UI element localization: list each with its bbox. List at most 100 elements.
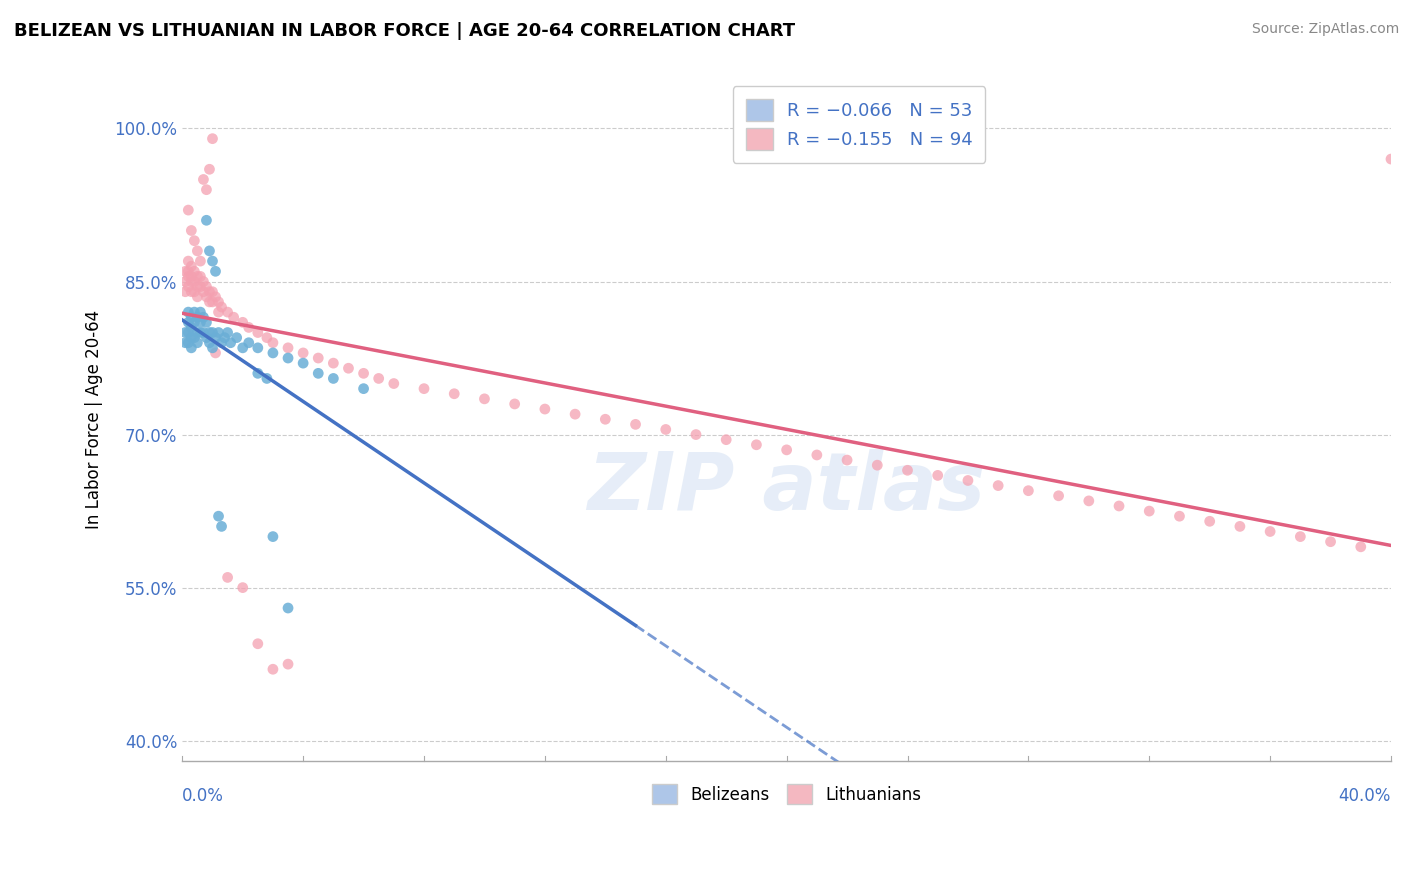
Point	[262, 530, 284, 544]
Point	[262, 335, 284, 350]
Point	[186, 269, 208, 284]
Point	[204, 346, 226, 360]
Point	[353, 367, 375, 381]
Point	[256, 371, 278, 385]
Point	[190, 254, 212, 268]
Point	[195, 315, 218, 329]
Point	[382, 376, 405, 391]
Point	[180, 259, 202, 273]
Point	[193, 172, 215, 186]
Point	[193, 275, 215, 289]
Point	[174, 275, 197, 289]
Point	[534, 402, 557, 417]
Point	[655, 422, 678, 436]
Point	[217, 305, 239, 319]
Point	[337, 361, 360, 376]
Point	[186, 335, 208, 350]
Point	[195, 183, 218, 197]
Point	[217, 570, 239, 584]
Point	[1229, 519, 1251, 533]
Point	[806, 448, 828, 462]
Point	[353, 382, 375, 396]
Point	[201, 326, 224, 340]
Point	[204, 290, 226, 304]
Point	[232, 315, 254, 329]
Point	[201, 341, 224, 355]
Point	[745, 438, 768, 452]
Point	[183, 331, 205, 345]
Point	[177, 254, 200, 268]
Point	[246, 341, 269, 355]
Point	[322, 356, 344, 370]
Point	[186, 310, 208, 325]
Text: 40.0%: 40.0%	[1339, 787, 1391, 805]
Point	[232, 341, 254, 355]
Point	[190, 279, 212, 293]
Point	[183, 275, 205, 289]
Point	[211, 519, 233, 533]
Point	[186, 290, 208, 304]
Point	[201, 294, 224, 309]
Point	[198, 326, 221, 340]
Legend: Belizeans, Lithuanians: Belizeans, Lithuanians	[643, 774, 931, 814]
Point	[204, 264, 226, 278]
Point	[277, 657, 299, 672]
Point	[198, 285, 221, 299]
Point	[474, 392, 496, 406]
Point	[177, 305, 200, 319]
Point	[238, 320, 260, 334]
Point	[177, 279, 200, 293]
Point	[186, 244, 208, 258]
Point	[775, 442, 797, 457]
Point	[214, 331, 236, 345]
Point	[1017, 483, 1039, 498]
Point	[307, 351, 329, 365]
Point	[207, 326, 229, 340]
Point	[174, 326, 197, 340]
Point	[180, 275, 202, 289]
Point	[1047, 489, 1070, 503]
Point	[443, 386, 465, 401]
Point	[292, 356, 315, 370]
Point	[186, 326, 208, 340]
Point	[177, 335, 200, 350]
Point	[1289, 530, 1312, 544]
Point	[177, 269, 200, 284]
Point	[177, 264, 200, 278]
Point	[177, 326, 200, 340]
Point	[177, 315, 200, 329]
Point	[564, 407, 586, 421]
Point	[987, 478, 1010, 492]
Point	[195, 213, 218, 227]
Point	[256, 331, 278, 345]
Point	[180, 331, 202, 345]
Point	[180, 320, 202, 334]
Point	[238, 335, 260, 350]
Point	[956, 474, 979, 488]
Point	[1350, 540, 1372, 554]
Point	[896, 463, 918, 477]
Point	[190, 305, 212, 319]
Point	[177, 203, 200, 218]
Point	[201, 254, 224, 268]
Point	[211, 335, 233, 350]
Y-axis label: In Labor Force | Age 20-64: In Labor Force | Age 20-64	[86, 310, 103, 529]
Point	[246, 367, 269, 381]
Point	[503, 397, 526, 411]
Point	[927, 468, 949, 483]
Point	[180, 223, 202, 237]
Text: BELIZEAN VS LITHUANIAN IN LABOR FORCE | AGE 20-64 CORRELATION CHART: BELIZEAN VS LITHUANIAN IN LABOR FORCE | …	[14, 22, 796, 40]
Point	[207, 305, 229, 319]
Point	[183, 234, 205, 248]
Point	[186, 279, 208, 293]
Point	[180, 285, 202, 299]
Point	[201, 285, 224, 299]
Point	[277, 341, 299, 355]
Point	[1168, 509, 1191, 524]
Point	[246, 637, 269, 651]
Point	[866, 458, 889, 472]
Point	[595, 412, 617, 426]
Point	[201, 131, 224, 145]
Point	[322, 371, 344, 385]
Point	[217, 326, 239, 340]
